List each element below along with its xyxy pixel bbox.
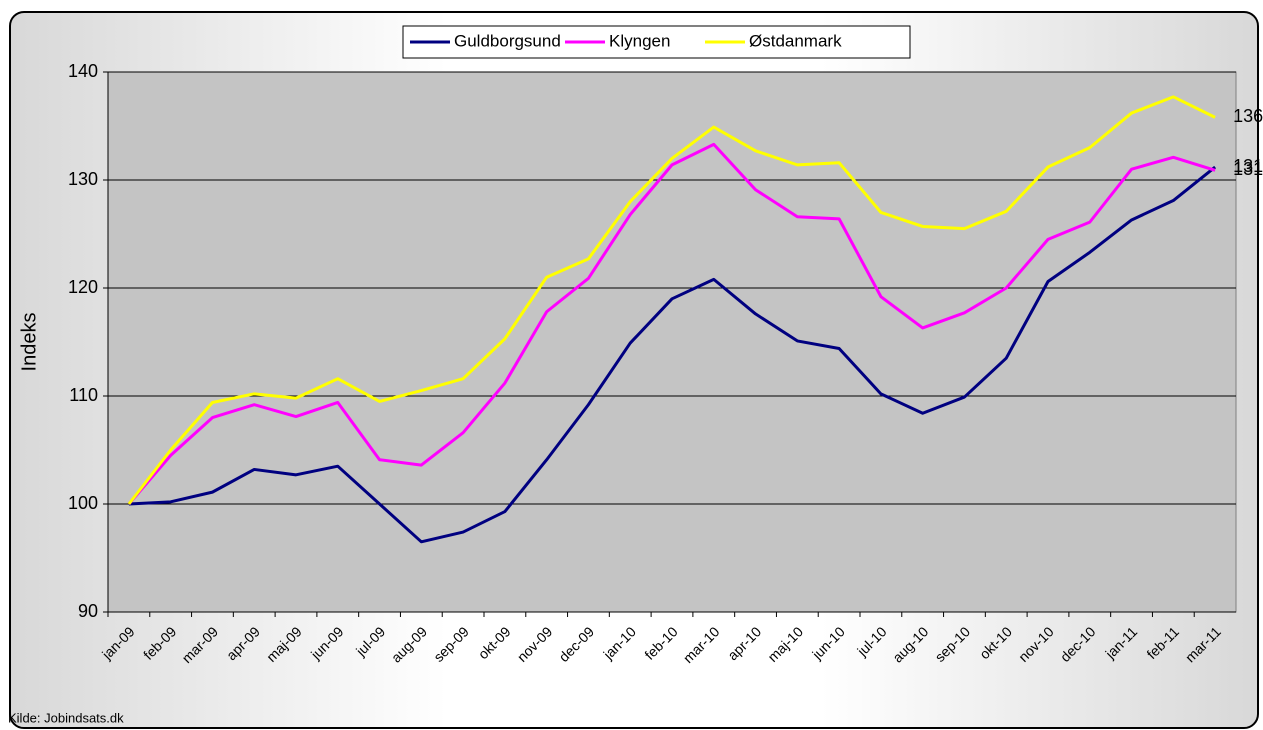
y-axis-label: Indeks [18,313,40,372]
legend-label: Østdanmark [749,31,842,50]
legend-label: Guldborgsund [454,31,561,50]
data-label: 131 [1233,156,1263,176]
y-tick-label: 130 [68,169,98,189]
plot-area [107,71,1237,613]
y-tick-label: 140 [68,61,98,81]
series-line [127,95,1216,505]
y-tick-label: 110 [69,385,98,405]
legend-label: Klyngen [609,31,670,50]
data-label: 136 [1233,106,1263,126]
legend-box [402,25,911,59]
y-tick-label: 100 [68,493,98,513]
series-line [128,165,1217,544]
series-line [127,142,1216,505]
data-label: 131 [1233,159,1263,179]
y-tick-label: 90 [78,601,98,621]
y-tick-label: 120 [68,277,98,297]
source-note: Kilde: Jobindsats.dk [8,710,124,725]
